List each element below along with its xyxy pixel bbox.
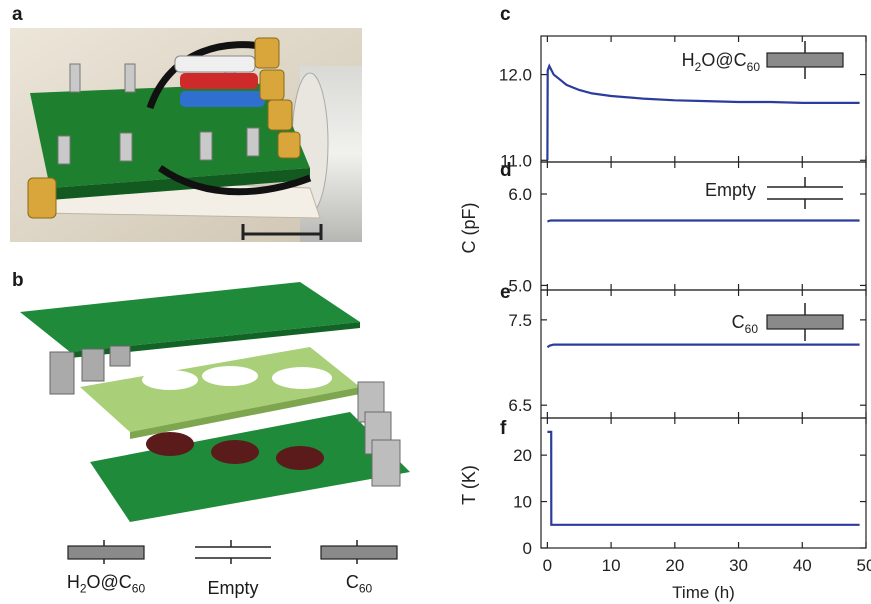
xlabel-time: Time (h)	[672, 583, 735, 602]
ytick-label-d: 5.0	[508, 276, 532, 295]
series-line-f	[547, 430, 860, 526]
panel-letter-f: f	[500, 418, 507, 439]
panel-letter-c: c	[500, 4, 511, 25]
label-empty: Empty	[207, 578, 259, 598]
plot-frame-e	[540, 289, 867, 419]
ylabel-capacitance: C (pF)	[459, 203, 479, 254]
ytick-label-e: 6.5	[508, 396, 532, 415]
label-h2o-c60: H2O@C60	[66, 572, 146, 596]
ytick-label-d: 6.0	[508, 185, 532, 204]
ytick-label-f: 10	[513, 493, 532, 512]
ytick-label-f: 20	[513, 446, 532, 465]
panel-letter-a: a	[12, 4, 23, 25]
label-c60: C60	[345, 572, 373, 596]
xtick-label: 50	[857, 556, 871, 575]
legend-c60: C60	[732, 312, 759, 336]
ylabel-temperature: T (K)	[459, 465, 479, 505]
series-line-d	[547, 219, 860, 223]
capacitor-symbol-c60	[320, 540, 398, 564]
ytick-label-c: 11.0	[500, 151, 532, 170]
xtick-label: 40	[793, 556, 812, 575]
legend-symbol-c60	[766, 314, 844, 330]
series-line-e	[546, 343, 860, 349]
panel-letter-d: d	[500, 160, 512, 181]
panel-letter-b: b	[12, 270, 24, 291]
xtick-label: 0	[543, 556, 552, 575]
ytick-label-e: 7.5	[508, 311, 532, 330]
xtick-label: 30	[729, 556, 748, 575]
capacitor-symbol-empty	[195, 540, 271, 564]
panel-letter-e: e	[500, 282, 511, 303]
legend-empty: Empty	[705, 180, 756, 200]
ytick-label-f: 0	[523, 539, 532, 558]
series-line-c	[546, 63, 860, 161]
legend-h2o-c60: H2O@C60	[682, 50, 761, 74]
xtick-label: 20	[665, 556, 684, 575]
plot-frame-f	[540, 417, 867, 549]
plot-frame-d	[540, 161, 867, 291]
legend-symbol-h2o	[766, 52, 844, 68]
exploded-board-diagram	[10, 282, 430, 522]
capacitor-symbol-h2o	[67, 540, 145, 564]
photo-sensor-assembly	[10, 28, 362, 242]
xtick-label: 10	[602, 556, 621, 575]
ytick-label-c: 12.0	[499, 66, 532, 85]
